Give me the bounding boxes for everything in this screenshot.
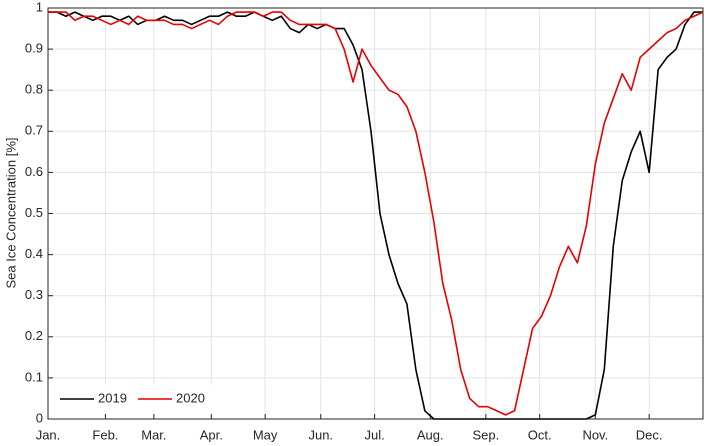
y-tick-label: 0.8 [25, 82, 43, 97]
plot-frame [47, 7, 704, 420]
y-tick-label: 0.3 [25, 287, 43, 302]
y-tick-label: 0.4 [25, 246, 43, 261]
x-tick-label: Nov. [582, 427, 608, 442]
y-tick-label: 0.1 [25, 369, 43, 384]
x-tick-label: Dec. [636, 427, 663, 442]
legend-label: 2019 [98, 390, 127, 405]
y-tick-label: 0.9 [25, 41, 43, 56]
y-axis-label: Sea Ice Concentration [%] [3, 137, 18, 288]
series-line [48, 11, 704, 416]
x-tick-label: Mar. [141, 427, 166, 442]
legend-label: 2020 [176, 390, 205, 405]
x-tick-label: Jun. [308, 427, 333, 442]
x-tick-label: Oct. [528, 427, 552, 442]
y-tick-label: 1 [36, 0, 43, 14]
y-tick-label: 0 [36, 410, 43, 425]
x-tick-label: Sep. [472, 427, 499, 442]
y-tick-label: 0.2 [25, 328, 43, 343]
y-tick-label: 0.5 [25, 205, 43, 220]
series-line [48, 11, 703, 420]
legend-box [53, 384, 219, 414]
y-tick-label: 0.7 [25, 123, 43, 138]
x-tick-label: Apr. [200, 427, 223, 442]
x-tick-label: Aug. [417, 427, 444, 442]
x-tick-label: Feb. [92, 427, 118, 442]
x-tick-label: May [253, 427, 278, 442]
x-tick-label: Jan. [36, 427, 61, 442]
y-tick-label: 0.6 [25, 164, 43, 179]
x-tick-label: Jul. [364, 427, 384, 442]
